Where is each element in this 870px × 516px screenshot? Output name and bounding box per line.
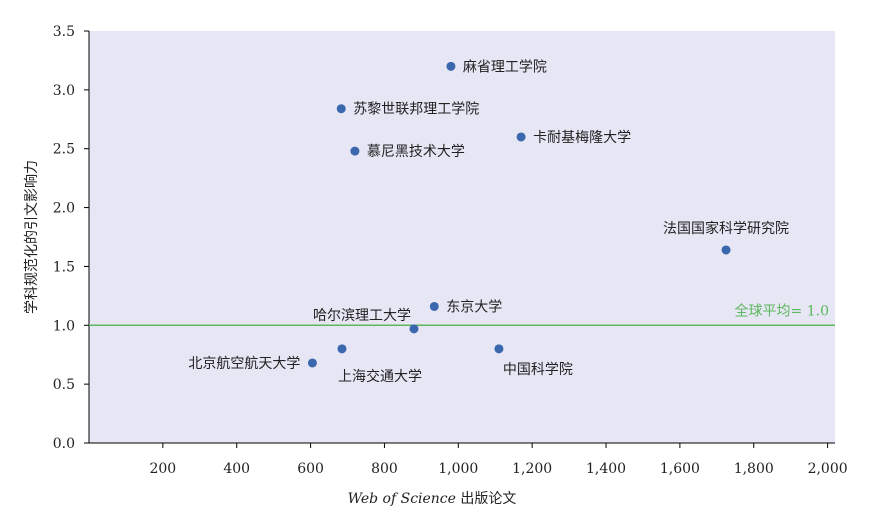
x-axis-label-rest: 出版论文: [456, 491, 516, 507]
x-axis-label: Web of Science 出版论文: [348, 491, 517, 507]
x-tick-label: 600: [297, 461, 324, 477]
data-point: [446, 61, 456, 71]
y-tick-label: 1.0: [53, 318, 75, 334]
x-tick-label: 1,000: [438, 461, 478, 477]
data-point-label: 哈尔滨理工大学: [313, 308, 411, 324]
data-point-label: 北京航空航天大学: [188, 356, 300, 372]
y-tick-label: 3.0: [53, 83, 75, 99]
plot-background: [89, 31, 835, 443]
y-tick-label: 0.0: [53, 436, 75, 452]
y-tick-label: 2.5: [53, 142, 75, 158]
data-point: [336, 104, 346, 114]
x-axis-ticks: 200 400 600 800 1,000 1,200 1,400 1,600 1,800 2,0…: [149, 443, 848, 477]
x-tick-label: 1,800: [734, 461, 774, 477]
y-tick-label: 2.0: [53, 201, 75, 217]
y-axis-label: 学科规范化的引文影响力: [23, 160, 40, 314]
y-axis-ticks: 0.0 0.5 1.0 1.5 2.0 2.5 3.0 3.5: [53, 24, 89, 452]
y-tick-label: 1.5: [53, 259, 75, 275]
data-point-label: 卡耐基梅隆大学: [533, 129, 631, 146]
x-tick-label: 1,200: [512, 461, 552, 477]
x-tick-label: 1,400: [586, 461, 626, 477]
data-point: [307, 358, 317, 368]
data-point: [721, 245, 731, 255]
data-point: [494, 344, 504, 354]
data-points: 麻省理工学院苏黎世联邦理工学院卡耐基梅隆大学慕尼黑技术大学法国国家科学研究院东京…: [188, 59, 789, 385]
x-tick-label: 400: [223, 461, 250, 477]
data-point-label: 慕尼黑技术大学: [367, 144, 465, 160]
data-point-label: 苏黎世联邦理工学院: [353, 102, 479, 118]
data-point-label: 麻省理工学院: [463, 59, 547, 75]
x-tick-label: 200: [149, 461, 176, 477]
data-point: [350, 146, 360, 156]
data-point: [516, 132, 526, 142]
x-axis-label-italic: Web of Science: [348, 491, 456, 507]
x-tick-label: 1,600: [660, 461, 700, 477]
data-point-label: 法国国家科学研究院: [663, 220, 789, 237]
data-point: [429, 301, 439, 311]
global-average-label: 全球平均= 1.0: [735, 302, 829, 319]
data-point-label: 中国科学院: [503, 362, 573, 378]
x-tick-label: 2,000: [808, 461, 848, 477]
data-point-label: 东京大学: [446, 299, 502, 315]
data-point: [337, 344, 347, 354]
y-tick-label: 3.5: [53, 24, 75, 40]
data-point-label: 上海交通大学: [338, 368, 422, 385]
x-tick-label: 800: [371, 461, 398, 477]
y-tick-label: 0.5: [53, 377, 75, 393]
data-point: [409, 324, 419, 334]
